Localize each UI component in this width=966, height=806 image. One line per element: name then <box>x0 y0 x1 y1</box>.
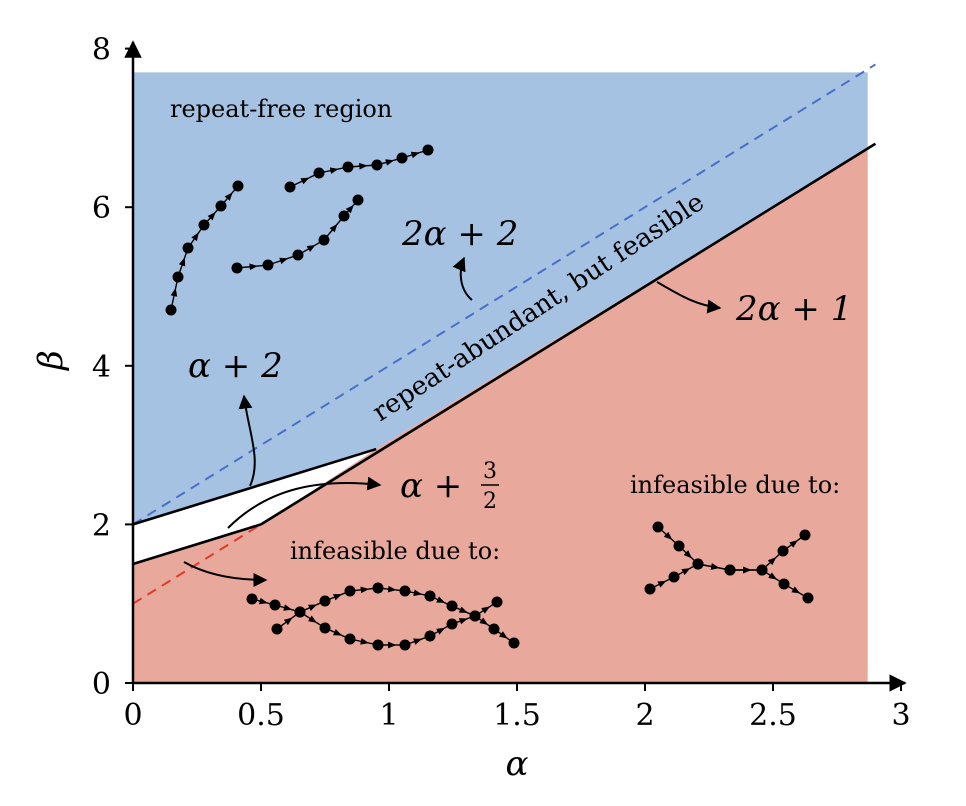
ticks-layer: 0 0.5 1 1.5 2 2.5 3 0 2 4 6 8 α β <box>31 33 911 784</box>
x-axis-title: α <box>506 744 529 784</box>
line-label-a-plus-2: α + 2 <box>188 346 283 386</box>
a-plus-prefix: α + <box>400 466 462 506</box>
chain-node <box>215 200 227 212</box>
chain-node <box>318 234 330 246</box>
chain-node <box>271 623 283 635</box>
infeasible-left-label: infeasible due to: <box>290 537 500 565</box>
chain-node <box>182 242 194 254</box>
arrow-to-2a-plus-1 <box>656 281 722 314</box>
chain-node <box>488 623 500 635</box>
chain-node <box>644 583 656 595</box>
chain-node <box>756 564 768 576</box>
chain-node <box>372 639 384 651</box>
chain-node <box>292 249 304 261</box>
x-tick-label: 0.5 <box>237 698 285 733</box>
chain-node <box>777 545 789 557</box>
chain-node <box>231 262 243 274</box>
boundary-line-1 <box>132 523 262 605</box>
chain-node <box>352 194 364 206</box>
chain-node <box>294 606 306 618</box>
chain-node <box>399 585 411 597</box>
chain-node <box>469 610 481 622</box>
arrow-to-a-plus-2 <box>238 394 256 487</box>
y-tick-label: 2 <box>92 508 111 543</box>
repeat-free-label: repeat-free region <box>170 95 392 123</box>
chain-node <box>724 564 736 576</box>
repeat-free-chain-3 <box>231 194 364 274</box>
chain-node <box>446 600 458 612</box>
chain-node <box>802 592 814 604</box>
lines-layer <box>132 63 877 605</box>
chain-node <box>246 593 258 605</box>
y-tick-label: 0 <box>92 667 111 702</box>
chain-node <box>424 590 436 602</box>
fraction-numerator: 3 <box>483 459 497 484</box>
boundary-line-3 <box>132 523 262 566</box>
infeasible-region-fill <box>133 148 868 683</box>
y-tick-label: 6 <box>92 191 111 226</box>
chain-node <box>284 181 296 193</box>
arrow-to-2a-plus-2 <box>452 256 473 301</box>
boundary-line-4 <box>260 142 877 526</box>
line-label-a-plus-three-halves: α + 3 2 <box>400 459 499 514</box>
chain-node <box>165 304 177 316</box>
x-tick-label: 2 <box>635 698 654 733</box>
chain-node <box>491 596 503 608</box>
chain-node <box>319 595 331 607</box>
chain-node <box>172 271 184 283</box>
repeat-free-chain-1 <box>165 180 244 316</box>
chain-node <box>344 633 356 645</box>
regions-layer <box>133 72 868 683</box>
chain-node <box>232 180 244 192</box>
chain-illustrations <box>165 144 814 651</box>
y-axis-title: β <box>31 350 71 372</box>
x-tick-label: 2.5 <box>749 698 797 733</box>
chain-node <box>319 622 331 634</box>
chain-node <box>372 582 384 594</box>
chain-node <box>799 529 811 541</box>
infeasible-right-label: infeasible due to: <box>630 471 840 499</box>
chain-node <box>344 585 356 597</box>
x-tick-label: 3 <box>891 698 910 733</box>
chain-node <box>778 578 790 590</box>
chain-node <box>508 637 520 649</box>
right-infeasible-chain-b <box>644 558 814 604</box>
chain-node <box>269 599 281 611</box>
boundary-line-2 <box>132 447 377 526</box>
x-tick-label: 0 <box>123 698 142 733</box>
y-tick-label: 8 <box>92 33 111 68</box>
chain-node <box>313 167 325 179</box>
chain-node <box>342 161 354 173</box>
chain-node <box>652 521 664 533</box>
chain-node <box>262 259 274 271</box>
chain-node <box>673 540 685 552</box>
arrow-to-infeasible-left <box>183 561 268 587</box>
x-tick-label: 1 <box>379 698 398 733</box>
chain-node <box>371 159 383 171</box>
chain-node <box>668 571 680 583</box>
x-tick-label: 1.5 <box>493 698 541 733</box>
chain-node <box>692 558 704 570</box>
line-label-2a-plus-1: 2α + 1 <box>735 289 852 329</box>
callout-arrows <box>183 256 722 587</box>
chain-node <box>422 144 434 156</box>
chain-node <box>446 618 458 630</box>
y-tick-label: 4 <box>92 350 111 385</box>
boundary-line-0 <box>132 63 876 526</box>
chain-node <box>338 210 350 222</box>
line-label-2a-plus-2: 2α + 2 <box>401 214 518 254</box>
chain-node <box>198 219 210 231</box>
left-infeasible-chain-b <box>271 606 520 651</box>
repeat-free-chain-2 <box>284 144 434 193</box>
repeat-free-region-fill <box>133 72 868 525</box>
fraction-denominator: 2 <box>483 489 497 514</box>
chain-node <box>424 630 436 642</box>
chain-node <box>396 152 408 164</box>
arrow-to-a-plus-three-halves <box>227 476 382 529</box>
chain-node <box>399 639 411 651</box>
